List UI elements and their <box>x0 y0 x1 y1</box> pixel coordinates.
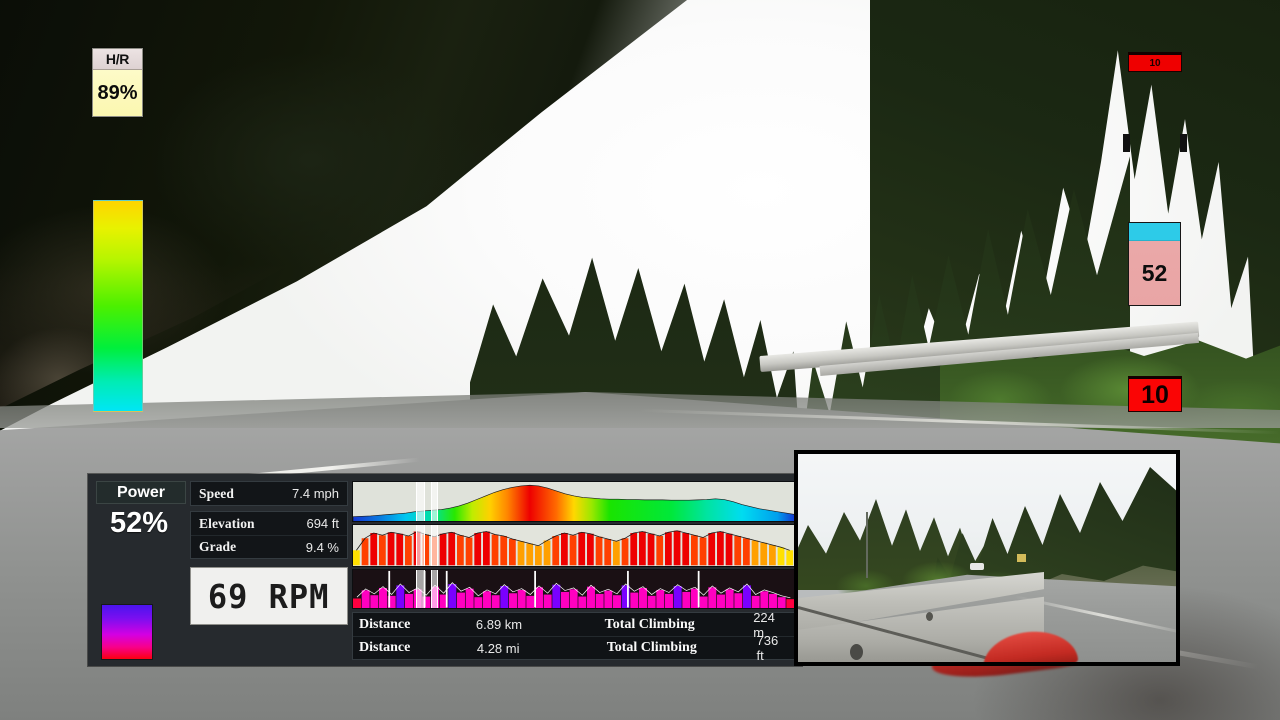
heart-rate-zone-bar <box>93 200 143 412</box>
power-trace-chart[interactable] <box>352 568 796 609</box>
climbing-label-metric: Total Climbing <box>604 616 695 632</box>
right-gauge[interactable]: 52 <box>1128 222 1181 306</box>
heart-rate-card[interactable]: H/R 89% <box>92 48 143 117</box>
table-row[interactable]: Distance 4.28 mi Total Climbing 736 ft <box>353 633 795 663</box>
power-value: 52% <box>109 507 169 539</box>
elevation-label: Elevation <box>199 515 255 531</box>
power-zone-swatch <box>101 604 153 660</box>
climbing-label-imperial: Total Climbing <box>606 640 697 655</box>
totals-table: Distance 6.89 km Total Climbing 224 m Di… <box>352 610 796 663</box>
distance-label-imperial: Distance <box>359 640 411 655</box>
grade-value: 9.4 % <box>305 539 339 555</box>
gauge-top-segment <box>1129 223 1180 241</box>
heart-rate-label: H/R <box>93 49 142 70</box>
grade-label: Grade <box>199 539 237 554</box>
pip-distant-vehicle <box>970 563 984 570</box>
elevation-value: 694 ft <box>306 516 339 531</box>
pip-barrier-hole-near <box>850 644 863 660</box>
pip-road-sign <box>1017 554 1026 562</box>
cadence-value: 69 RPM <box>208 576 330 616</box>
climbing-value-metric: 224 m <box>753 609 775 640</box>
speed-value: 7.4 mph <box>292 486 339 501</box>
climbing-value-imperial: 736 ft <box>756 633 779 663</box>
top-right-badge[interactable]: 10 <box>1128 52 1182 72</box>
power-label: Power <box>96 481 186 504</box>
distance-value-metric: 6.89 km <box>475 617 523 632</box>
elevation-row: Elevation 694 ft <box>191 512 347 535</box>
graphs-column: Distance 6.89 km Total Climbing 224 m Di… <box>352 474 802 666</box>
pip-utility-pole <box>866 512 868 578</box>
hud-panel: Power 52% Speed 7.4 mph Elevation 694 ft… <box>88 474 802 666</box>
heart-rate-value: 89% <box>93 70 142 116</box>
elevation-profile-svg <box>353 484 795 522</box>
table-row[interactable]: Distance 6.89 km Total Climbing 224 m <box>353 610 795 640</box>
stats-column: Speed 7.4 mph Elevation 694 ft Grade 9.4… <box>190 474 352 666</box>
speed-block[interactable]: Speed 7.4 mph <box>190 481 348 506</box>
cadence-display[interactable]: 69 RPM <box>190 567 348 625</box>
grade-bars-chart[interactable] <box>352 524 796 567</box>
distance-label-metric: Distance <box>359 616 411 632</box>
gauge-value: 52 <box>1129 241 1180 305</box>
tick-mark-right <box>1180 134 1187 152</box>
power-trace-svg <box>353 570 795 608</box>
grade-bars-svg <box>353 530 794 566</box>
power-column: Power 52% <box>88 474 190 666</box>
elevation-grade-block[interactable]: Elevation 694 ft Grade 9.4 % <box>190 511 348 559</box>
speed-label: Speed <box>199 485 235 501</box>
distance-value-imperial: 4.28 mi <box>476 640 520 656</box>
bottom-right-badge[interactable]: 10 <box>1128 376 1182 412</box>
grade-row: Grade 9.4 % <box>191 535 347 558</box>
speed-row: Speed 7.4 mph <box>191 482 347 505</box>
pip-barrier-hole-far <box>926 612 933 621</box>
picture-in-picture-video[interactable] <box>794 450 1180 666</box>
elevation-profile-chart[interactable] <box>352 481 796 523</box>
tick-mark-left <box>1123 134 1130 152</box>
